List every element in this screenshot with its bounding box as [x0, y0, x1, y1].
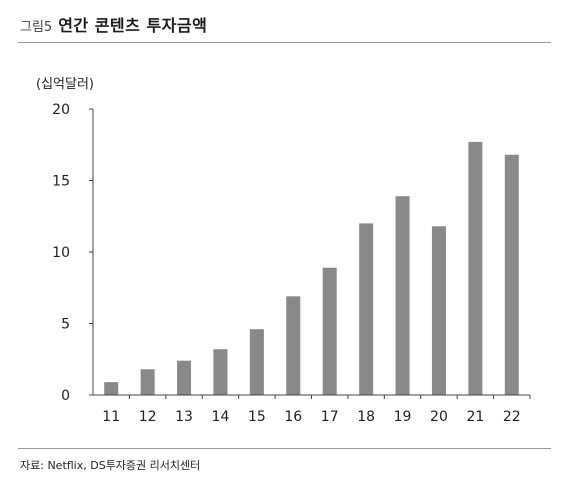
figure-label: 그림5 — [20, 20, 53, 35]
x-tick-label-12: 12 — [139, 409, 157, 425]
chart-axes — [89, 108, 531, 399]
y-tick-labels: 0 5 10 15 20 — [52, 102, 70, 404]
bar-13 — [177, 360, 192, 395]
x-tick-label-13: 13 — [175, 409, 193, 425]
x-tick-label-17: 17 — [321, 409, 339, 425]
y-tick-label: 15 — [52, 174, 70, 190]
x-tick-label-19: 19 — [394, 409, 412, 425]
bar-15 — [249, 329, 264, 395]
bar-16 — [286, 296, 301, 395]
bar-22 — [504, 154, 519, 395]
bar-17 — [322, 267, 337, 395]
figure-title: 연간 콘텐츠 투자금액 — [58, 16, 208, 35]
bar-21 — [468, 141, 483, 395]
y-tick-label: 20 — [52, 102, 70, 118]
x-tick-label-11: 11 — [102, 409, 120, 425]
y-tick-label: 10 — [52, 245, 70, 261]
footer-divider — [18, 448, 551, 449]
bar-18 — [359, 223, 374, 395]
bar-series — [104, 141, 519, 395]
y-axis-unit-label: (십억달러) — [36, 77, 94, 92]
figure-header: 그림5 연간 콘텐츠 투자금액 — [20, 12, 207, 36]
source-note: 자료: Netflix, DS투자증권 리서치센터 — [20, 459, 201, 472]
x-tick-label-15: 15 — [248, 409, 266, 425]
x-tick-label-22: 22 — [503, 409, 521, 425]
y-tick-label: 5 — [61, 317, 70, 333]
bar-12 — [140, 369, 155, 395]
bar-14 — [213, 349, 228, 395]
x-tick-label-20: 20 — [430, 409, 448, 425]
x-tick-label-18: 18 — [357, 409, 375, 425]
x-tick-labels: 11 12 13 14 15 16 17 18 19 20 21 22 — [102, 409, 520, 425]
bar-11 — [104, 382, 119, 395]
x-tick-label-16: 16 — [284, 409, 302, 425]
x-tick-label-21: 21 — [466, 409, 484, 425]
y-tick-label: 0 — [61, 388, 70, 404]
x-tick-label-14: 14 — [212, 409, 230, 425]
bar-20 — [431, 226, 446, 395]
header-divider — [18, 42, 551, 43]
bar-19 — [395, 196, 410, 395]
